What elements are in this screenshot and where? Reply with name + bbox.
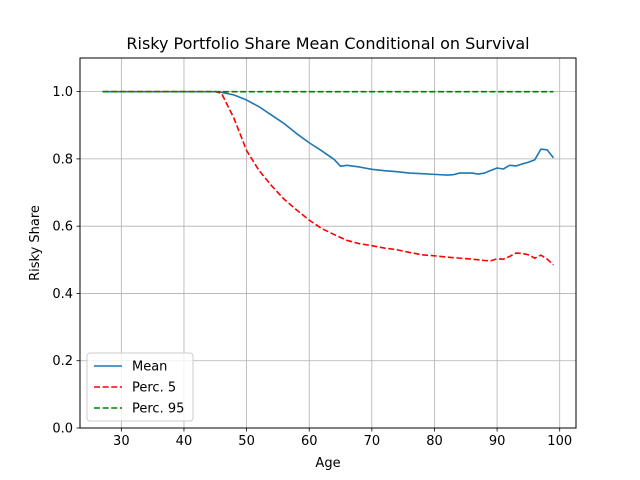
y-tick-label: 0.8 — [52, 152, 73, 167]
legend-label: Perc. 5 — [132, 381, 176, 396]
y-tick-label: 0.6 — [52, 220, 73, 235]
x-tick-label: 80 — [426, 434, 443, 449]
series-layer — [102, 90, 555, 266]
series-line-mean — [102, 90, 555, 176]
plot-frame — [79, 57, 577, 429]
x-tick-label: 50 — [238, 434, 255, 449]
legend-label: Perc. 95 — [132, 402, 184, 417]
x-tick-label: 40 — [176, 434, 193, 449]
x-tick-label: 30 — [113, 434, 130, 449]
x-tick-label: 70 — [364, 434, 381, 449]
legend-label: Mean — [132, 360, 167, 375]
x-tick-label: 60 — [301, 434, 318, 449]
legend: Mean Perc. 5 Perc. 95 — [86, 352, 194, 422]
y-tick-label: 1.0 — [52, 85, 73, 100]
y-tick-label: 0.4 — [52, 287, 73, 302]
y-tick-label: 0.2 — [52, 354, 73, 369]
x-axis-label: Age — [315, 456, 340, 471]
y-axis-label: Risky Share — [28, 205, 43, 281]
series-line-perc-5 — [102, 90, 554, 266]
x-tick-label: 100 — [547, 434, 572, 449]
legend-box — [86, 352, 194, 422]
tick-layer: 30 40 50 60 70 80 90 100 0.0 0.2 0.4 0.6 0.8 1.0 — [52, 85, 572, 449]
chart-title: Risky Portfolio Share Mean Conditional o… — [126, 34, 529, 53]
y-tick-label: 0.0 — [52, 422, 73, 437]
x-tick-label: 90 — [489, 434, 506, 449]
